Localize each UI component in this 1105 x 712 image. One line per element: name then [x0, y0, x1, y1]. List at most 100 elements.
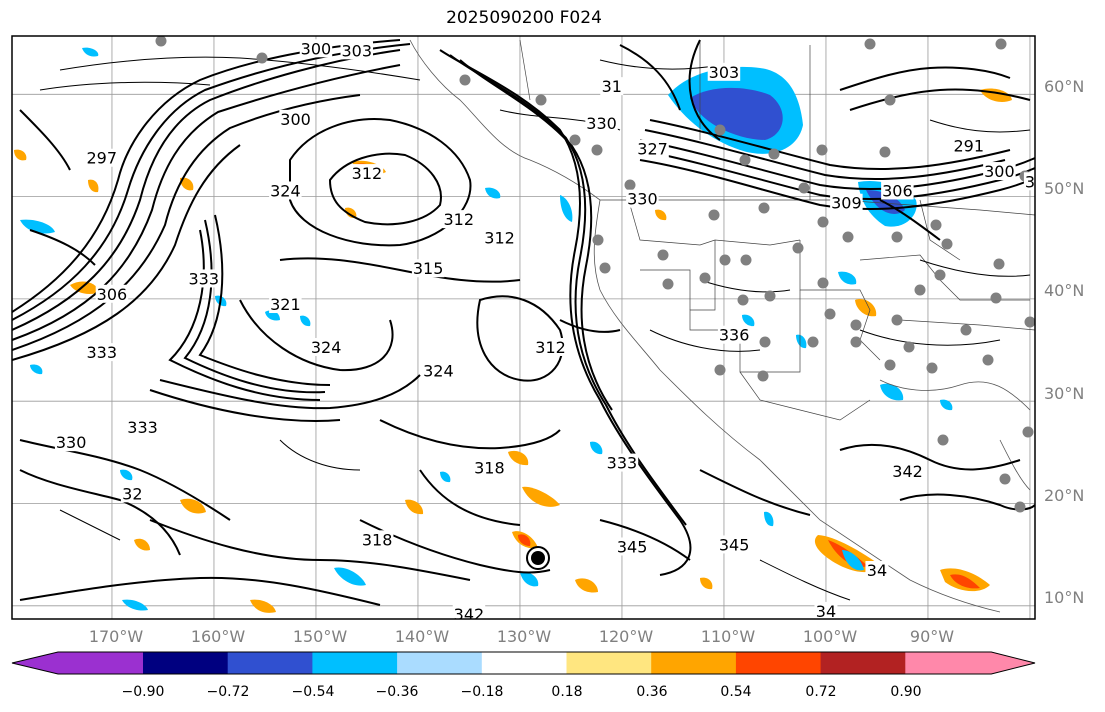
- colorbar-segment: [566, 652, 652, 674]
- lon-label-120w: 120°W: [598, 627, 654, 646]
- contour-label: 303: [341, 41, 372, 60]
- contour-label-bg: [814, 601, 838, 619]
- contour-label: 342: [892, 462, 923, 481]
- contour-label-bg: [54, 433, 88, 452]
- contour-label: 312: [443, 210, 474, 229]
- map-border: [11, 35, 1036, 620]
- contour-label: 34: [867, 561, 887, 580]
- colorbar-tick: 0.18: [551, 684, 583, 700]
- contour-label-bg: [422, 361, 455, 380]
- plot-title: 2025090200 F024: [446, 8, 602, 28]
- contour-label-bg: [952, 136, 986, 155]
- contour-label-bg: [279, 109, 312, 128]
- contour-label-bg: [717, 325, 751, 344]
- contour-label: 345: [719, 535, 750, 554]
- contour-label: 333: [127, 418, 158, 437]
- contour-label: 321: [1025, 172, 1056, 191]
- colorbar-extend-low: [12, 652, 144, 674]
- contour-label-bg: [707, 62, 741, 81]
- political-boundaries: [519, 39, 1035, 421]
- contour-label-bg: [442, 210, 476, 229]
- colorbar-segment: [227, 652, 313, 674]
- contour-label: 300: [984, 162, 1015, 181]
- contour-label-bg: [299, 39, 333, 58]
- lat-label-30n: 30°N: [1044, 384, 1085, 403]
- contour-label: 309: [831, 194, 862, 213]
- contour-label-bg: [605, 453, 639, 472]
- contour-label-bg: [717, 535, 751, 554]
- contour-label-bg: [187, 269, 221, 288]
- colorbar-tick: −0.90: [121, 684, 165, 700]
- colorbar-tick: −0.18: [460, 684, 504, 700]
- contour-label-bg: [865, 561, 889, 580]
- contour-label: 324: [423, 362, 454, 381]
- contour-label: 297: [86, 149, 117, 168]
- contour-label: 333: [188, 269, 219, 288]
- contour-label-layer: 300 303 303 31 300 297 330 327 312 324 330 309 306 29…: [54, 39, 1056, 624]
- contour-label-bg: [600, 77, 624, 96]
- contour-label: 312: [535, 338, 566, 357]
- contour-label-bg: [120, 484, 144, 503]
- contour-label: 324: [311, 338, 342, 357]
- contour-label-bg: [411, 259, 445, 278]
- contour-label: 306: [882, 181, 913, 200]
- contour-label: 318: [362, 530, 393, 549]
- lon-label-90w: 90°W: [909, 627, 955, 646]
- colorbar-tick: 0.54: [720, 684, 752, 700]
- contour-label-bg: [126, 417, 159, 436]
- lon-label-110w: 110°W: [700, 627, 756, 646]
- contour-label-bg: [360, 530, 394, 549]
- lon-label-140w: 140°W: [394, 627, 450, 646]
- contour-label-bg: [483, 228, 516, 247]
- coastlines: [409, 39, 1031, 613]
- colorbar-outline: [11, 651, 1036, 675]
- colorbar-segment: [481, 652, 567, 674]
- contour-label-bg: [1023, 172, 1035, 191]
- contour-label-bg: [585, 113, 618, 132]
- colorbar-tick: 0.90: [890, 684, 922, 700]
- contour-label-bg: [983, 162, 1016, 181]
- contour-label: 345: [617, 537, 648, 556]
- contour-label: 330: [627, 190, 658, 209]
- lon-label-170w: 170°W: [88, 627, 144, 646]
- lon-label-100w: 100°W: [802, 627, 858, 646]
- colorbar-segment: [735, 652, 822, 674]
- thin-contours: [39, 56, 1031, 601]
- tropical-cyclone-marker: [526, 546, 550, 570]
- contour-label-bg: [350, 164, 384, 183]
- contour-label: 34: [816, 602, 836, 621]
- colorbar-segment: [312, 652, 398, 674]
- colorbar-segment: [143, 652, 229, 674]
- contour-label: 312: [484, 229, 515, 248]
- contour-label-bg: [340, 41, 374, 60]
- contour-label-bg: [534, 337, 567, 356]
- contour-label: 303: [709, 63, 740, 82]
- contour-label-bg: [615, 537, 649, 556]
- lon-label-160w: 160°W: [190, 627, 246, 646]
- colorbar: [11, 651, 1036, 675]
- contour-label-bg: [452, 604, 486, 619]
- contour-label: 318: [474, 459, 505, 478]
- contour-label: 333: [607, 454, 638, 473]
- contour-label: 31: [602, 77, 622, 96]
- lat-label-10n: 10°N: [1044, 588, 1085, 607]
- colorbar-segment: [820, 652, 906, 674]
- colorbar-extend-high: [905, 652, 1035, 674]
- lat-label-20n: 20°N: [1044, 486, 1085, 505]
- contour-label: 291: [953, 136, 984, 155]
- contour-label-bg: [636, 139, 669, 158]
- contour-label: 342: [454, 605, 485, 624]
- contour-label-bg: [95, 284, 129, 303]
- contour-label-bg: [881, 181, 914, 200]
- contour-label-bg: [309, 337, 343, 356]
- colorbar-tick: 0.72: [805, 684, 837, 700]
- lon-label-130w: 130°W: [496, 627, 552, 646]
- contour-label: 300: [301, 39, 332, 58]
- colorbar-tick: −0.54: [291, 684, 335, 700]
- contour-label-bg: [85, 148, 119, 167]
- contour-label: 321: [270, 295, 301, 314]
- lat-label-40n: 40°N: [1044, 281, 1085, 300]
- theta-contours: [12, 39, 1035, 606]
- colorbar-tick: −0.72: [206, 684, 250, 700]
